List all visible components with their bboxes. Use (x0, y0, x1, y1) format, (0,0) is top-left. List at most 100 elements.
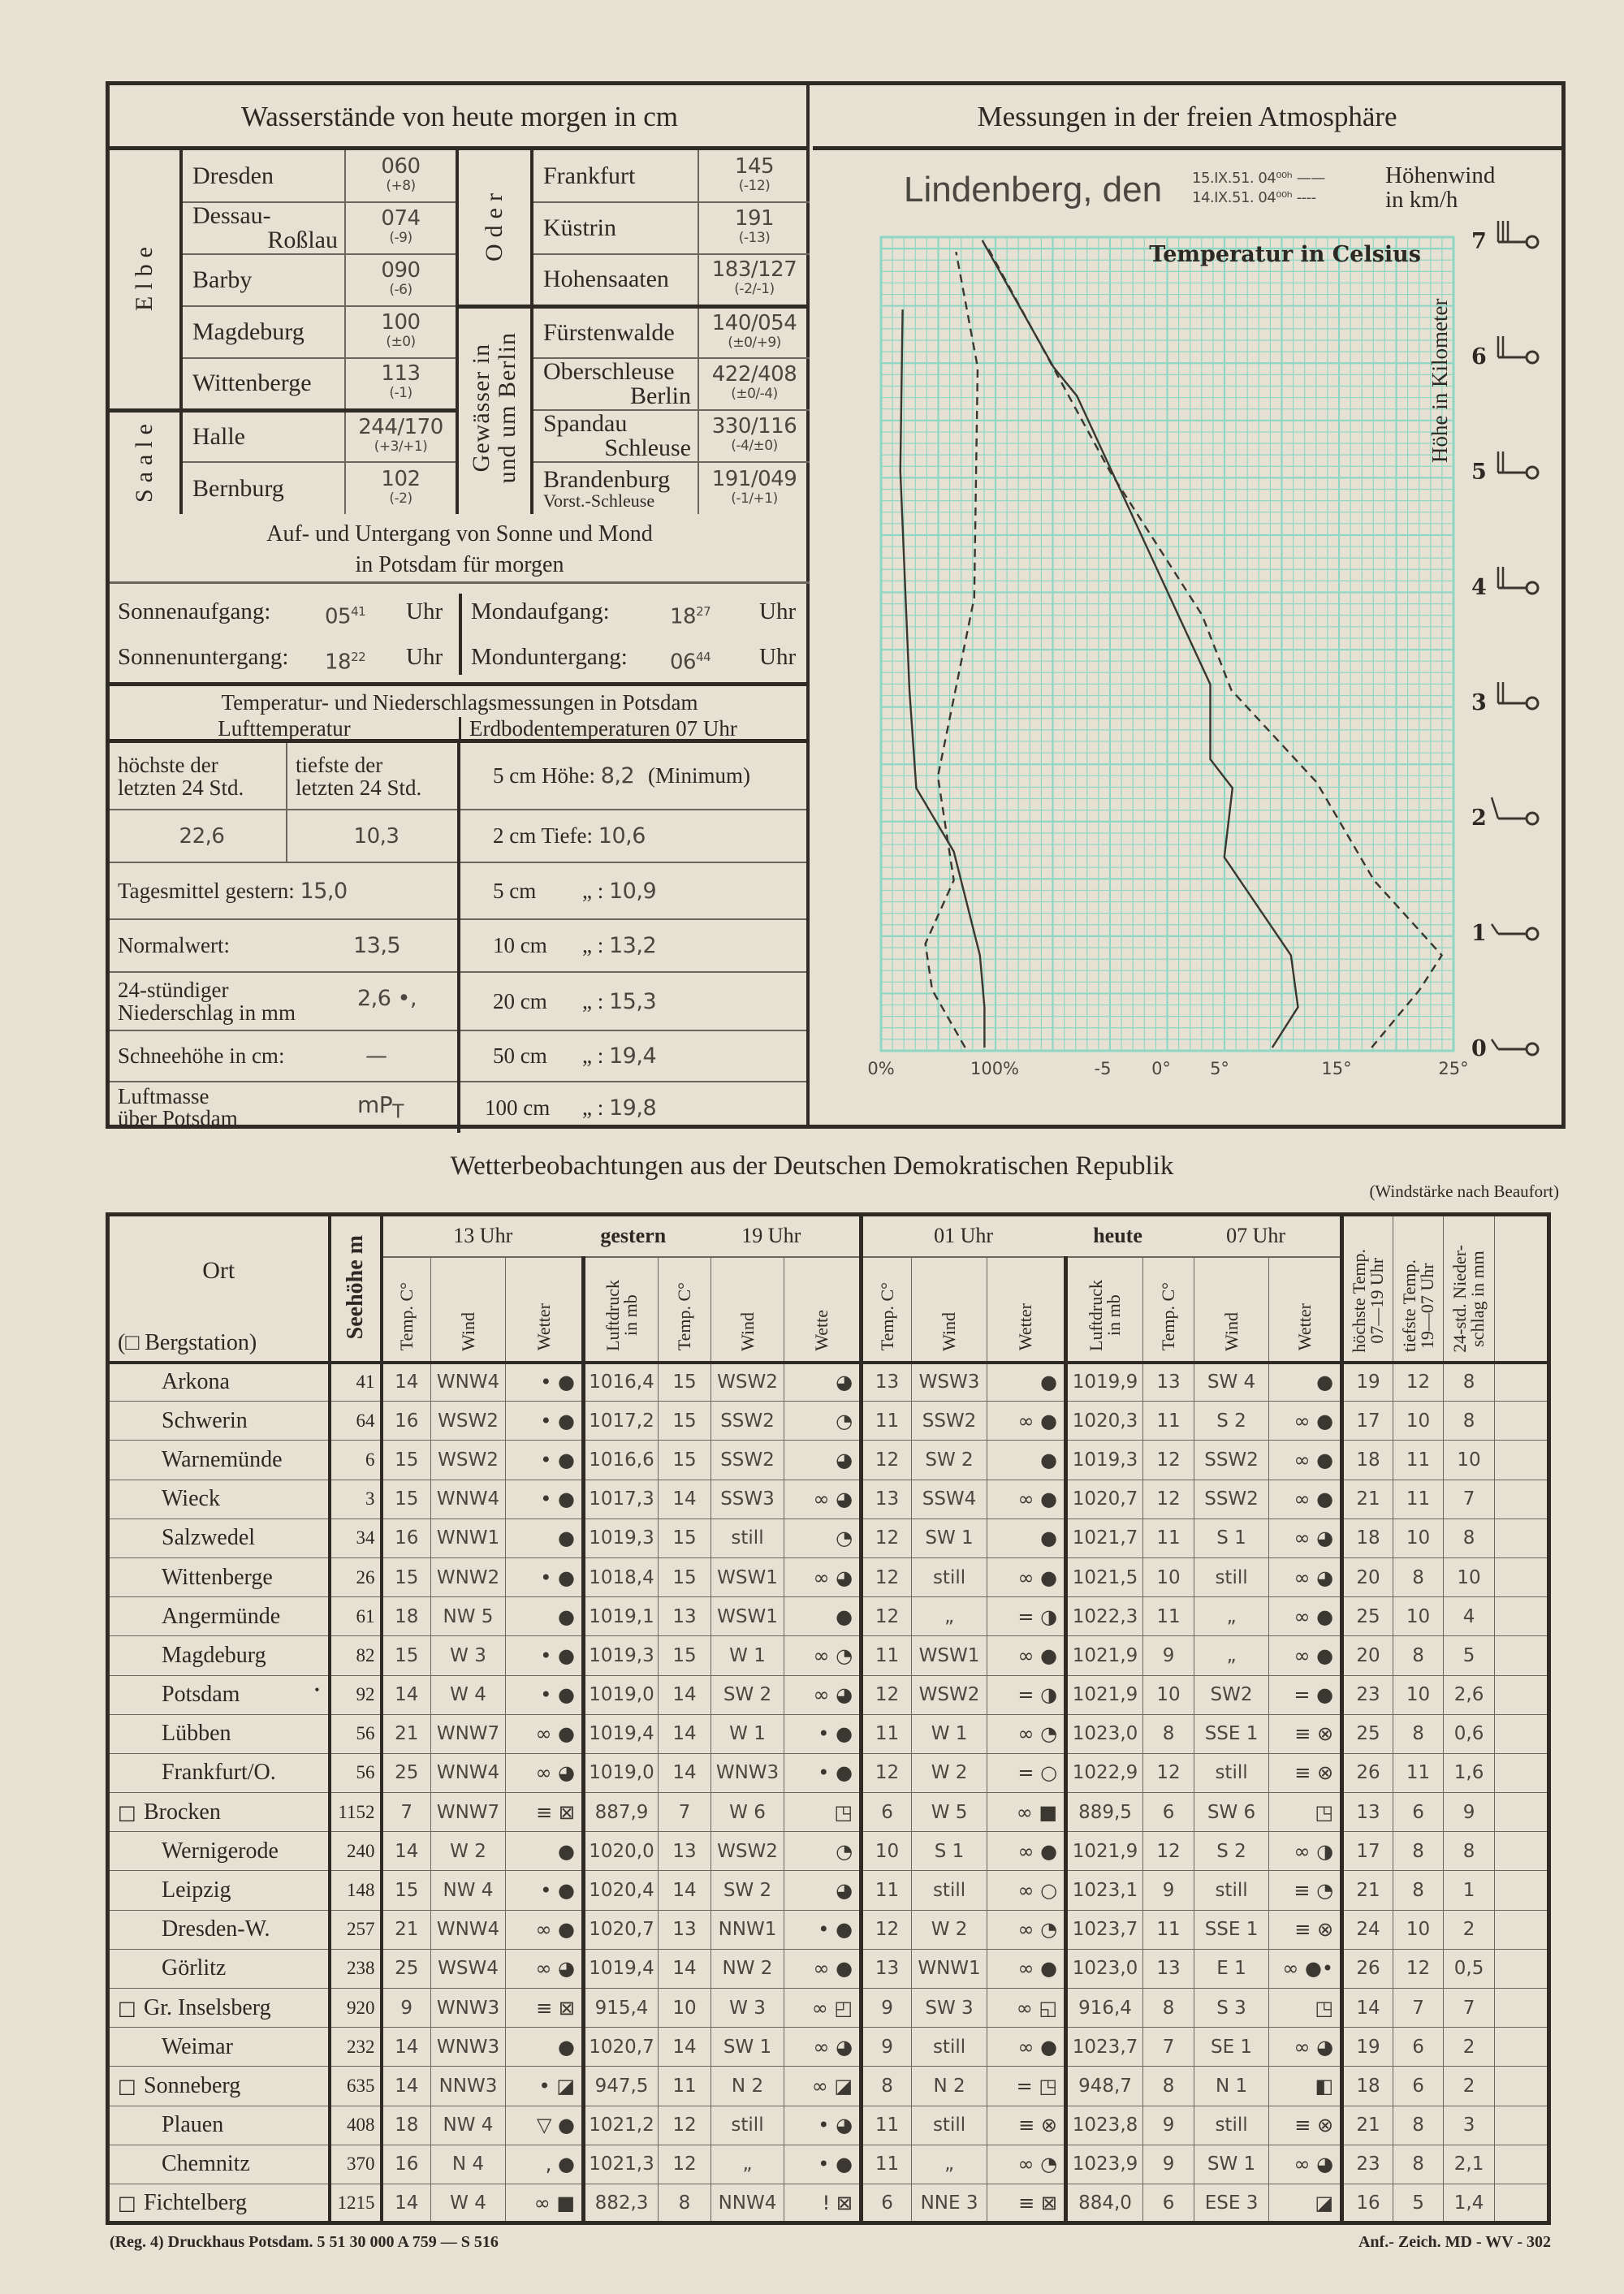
cell-pressure-07: 1023,8 (1064, 2105, 1144, 2145)
cell-empty (1494, 1674, 1550, 1715)
cell-station: □ Brocken (107, 1792, 331, 1833)
cell-weather-01: ∞ ● (987, 1557, 1067, 1598)
station-name: Frankfurt/O. (162, 1760, 276, 1786)
mean-row: Tagesmittel gestern: 15,0 (110, 862, 460, 920)
cell-wind-13: WNW4 (430, 1361, 506, 1402)
cell-wind-13: W 4 (430, 2183, 506, 2224)
mountain-station-icon: □ (118, 2191, 136, 2214)
cell-wind-19: N 2 (710, 2066, 784, 2106)
series-line-temperature-solid (981, 240, 1299, 1048)
station-name: Chemnitz (162, 2151, 250, 2177)
cell-max-temp: 19 (1340, 1361, 1394, 1402)
cell-temp-19: 14 (658, 1752, 711, 1794)
water-level-row: Bernburg 102 (-2) Brandenburg Vorst.-Schleus… (110, 462, 810, 514)
cell-elevation: 257 (329, 1909, 383, 1950)
cell-temp-01: 9 (859, 2027, 913, 2067)
cell-max-temp: 20 (1340, 1557, 1394, 1598)
cell-wind-01: WSW1 (911, 1635, 988, 1676)
cell-wind-07: SSE 1 (1194, 1909, 1270, 1950)
cell-min-temp: 8 (1393, 2144, 1445, 2184)
station-name: Magdeburg (162, 1642, 266, 1668)
cell-max-temp: 18 (1340, 1518, 1394, 1558)
cell-elevation: 3 (329, 1479, 383, 1519)
cell-empty (1494, 1401, 1550, 1441)
cell-wind-01: still (911, 1557, 988, 1598)
cell-wind-19: WSW1 (710, 1557, 784, 1598)
cell-precip: 10 (1443, 1440, 1496, 1480)
cell-wind-19: WNW3 (710, 1752, 784, 1794)
cell-station: Leipzig (107, 1870, 331, 1911)
header-wind-01: Wind (911, 1256, 988, 1364)
top-box: Wasserstände von heute morgen in cm Elbe… (106, 81, 1566, 1133)
cell-station: Dresden-W. (107, 1909, 331, 1950)
cell-weather-19: ∞ ◕ (783, 1557, 862, 1598)
cell-pressure-19: 1019,1 (581, 1596, 659, 1637)
cell-wind-13: WNW4 (430, 1752, 506, 1794)
cell-wind-01: NNE 3 (911, 2183, 988, 2224)
cell-wind-01: SW 3 (911, 1987, 988, 2028)
sun-moon-title-line1: Auf- und Untergang von Sonne und Mond (266, 521, 653, 546)
cell-temp-07: 12 (1142, 1440, 1195, 1480)
cell-max-temp: 18 (1340, 2066, 1394, 2106)
sun-moon-title: Auf- und Untergang von Sonne und Mond in… (110, 514, 810, 584)
station-name: Bernburg (181, 462, 346, 514)
cell-weather-07: ∞ ◕ (1268, 1518, 1343, 1558)
cell-precip: 1 (1443, 1870, 1496, 1911)
soil-row-1: 2 cm Tiefe: 10,6 (459, 810, 806, 863)
cell-pressure-19: 1019,0 (581, 1752, 659, 1794)
cell-temp-07: 12 (1142, 1831, 1195, 1872)
cell-elevation: 240 (329, 1831, 383, 1872)
cell-temp-13: 18 (381, 1596, 431, 1637)
cell-wind-13: WSW2 (430, 1440, 506, 1480)
cell-elevation: 1215 (329, 2183, 383, 2224)
cell-temp-01: 10 (859, 1831, 913, 1872)
cell-weather-07: ∞ ◕ (1268, 2144, 1343, 2184)
x-tick-label: 100% (970, 1059, 1019, 1078)
cell-elevation: 232 (329, 2027, 383, 2067)
station-name: Sonneberg (144, 2072, 241, 2098)
cell-pressure-19: 1020,7 (581, 2027, 659, 2067)
station-name: Arkona (162, 1369, 230, 1395)
cell-wind-19: SSW2 (710, 1440, 784, 1480)
cell-min-temp: 11 (1393, 1440, 1445, 1480)
cell-weather-07: ≡ ⊗ (1268, 1909, 1343, 1950)
cell-pressure-19: 947,5 (581, 2066, 659, 2106)
cell-temp-01: 11 (859, 1635, 913, 1676)
cell-min-temp: 11 (1393, 1479, 1445, 1519)
soil-row-3: 10 cm „ : 13,2 (459, 919, 806, 973)
y-tick-label: 7 (1471, 229, 1487, 254)
cell-pressure-19: 1020,4 (581, 1870, 659, 1911)
cell-wind-19: WSW2 (710, 1361, 784, 1402)
wind-barb-icon (1497, 682, 1540, 711)
cell-temp-07: 6 (1142, 1792, 1195, 1833)
cell-weather-19: ◳ (783, 1792, 862, 1833)
cell-pressure-19: 1019,4 (581, 1713, 659, 1754)
water-level-row: Dessau- Roßlau 074 (-9) Küstrin 191 (-13) (110, 202, 810, 255)
cell-temp-19: 15 (658, 1635, 711, 1676)
cell-wind-01: SSW4 (911, 1479, 988, 1519)
cell-elevation: 56 (329, 1752, 383, 1794)
station-name: Brandenburg Vorst.-Schleuse (532, 462, 699, 514)
cell-min-temp: 8 (1393, 1557, 1445, 1598)
cell-weather-01: ∞ ● (987, 1401, 1067, 1441)
cell-wind-07: SW 4 (1194, 1361, 1270, 1402)
cell-wind-13: WSW2 (430, 1401, 506, 1441)
cell-temp-19: 14 (658, 1479, 711, 1519)
cell-elevation: 635 (329, 2066, 383, 2106)
wind-barb-icon (1490, 923, 1540, 941)
cell-wind-13: WNW3 (430, 1987, 506, 2028)
cell-weather-13: ∞ ● (505, 1713, 584, 1754)
cell-temp-01: 13 (859, 1361, 913, 1402)
cell-temp-01: 8 (859, 2066, 913, 2106)
atmosphere-title: Messungen in der freien Atmosphäre (813, 85, 1561, 150)
cell-weather-19: ∞ ◕ (783, 2027, 862, 2067)
river-label: Saale (110, 410, 183, 514)
cell-temp-07: 13 (1142, 1948, 1195, 1989)
station-name: Hohensaaten (532, 254, 699, 309)
series-line-temperature-dashed (986, 245, 1444, 1048)
cell-temp-13: 15 (381, 1557, 431, 1598)
wind-barb-icon (1497, 451, 1540, 480)
sun-moon-title-line2: in Potsdam für morgen (355, 552, 564, 577)
cell-wind-01: N 2 (911, 2066, 988, 2106)
cell-elevation: 34 (329, 1518, 383, 1558)
